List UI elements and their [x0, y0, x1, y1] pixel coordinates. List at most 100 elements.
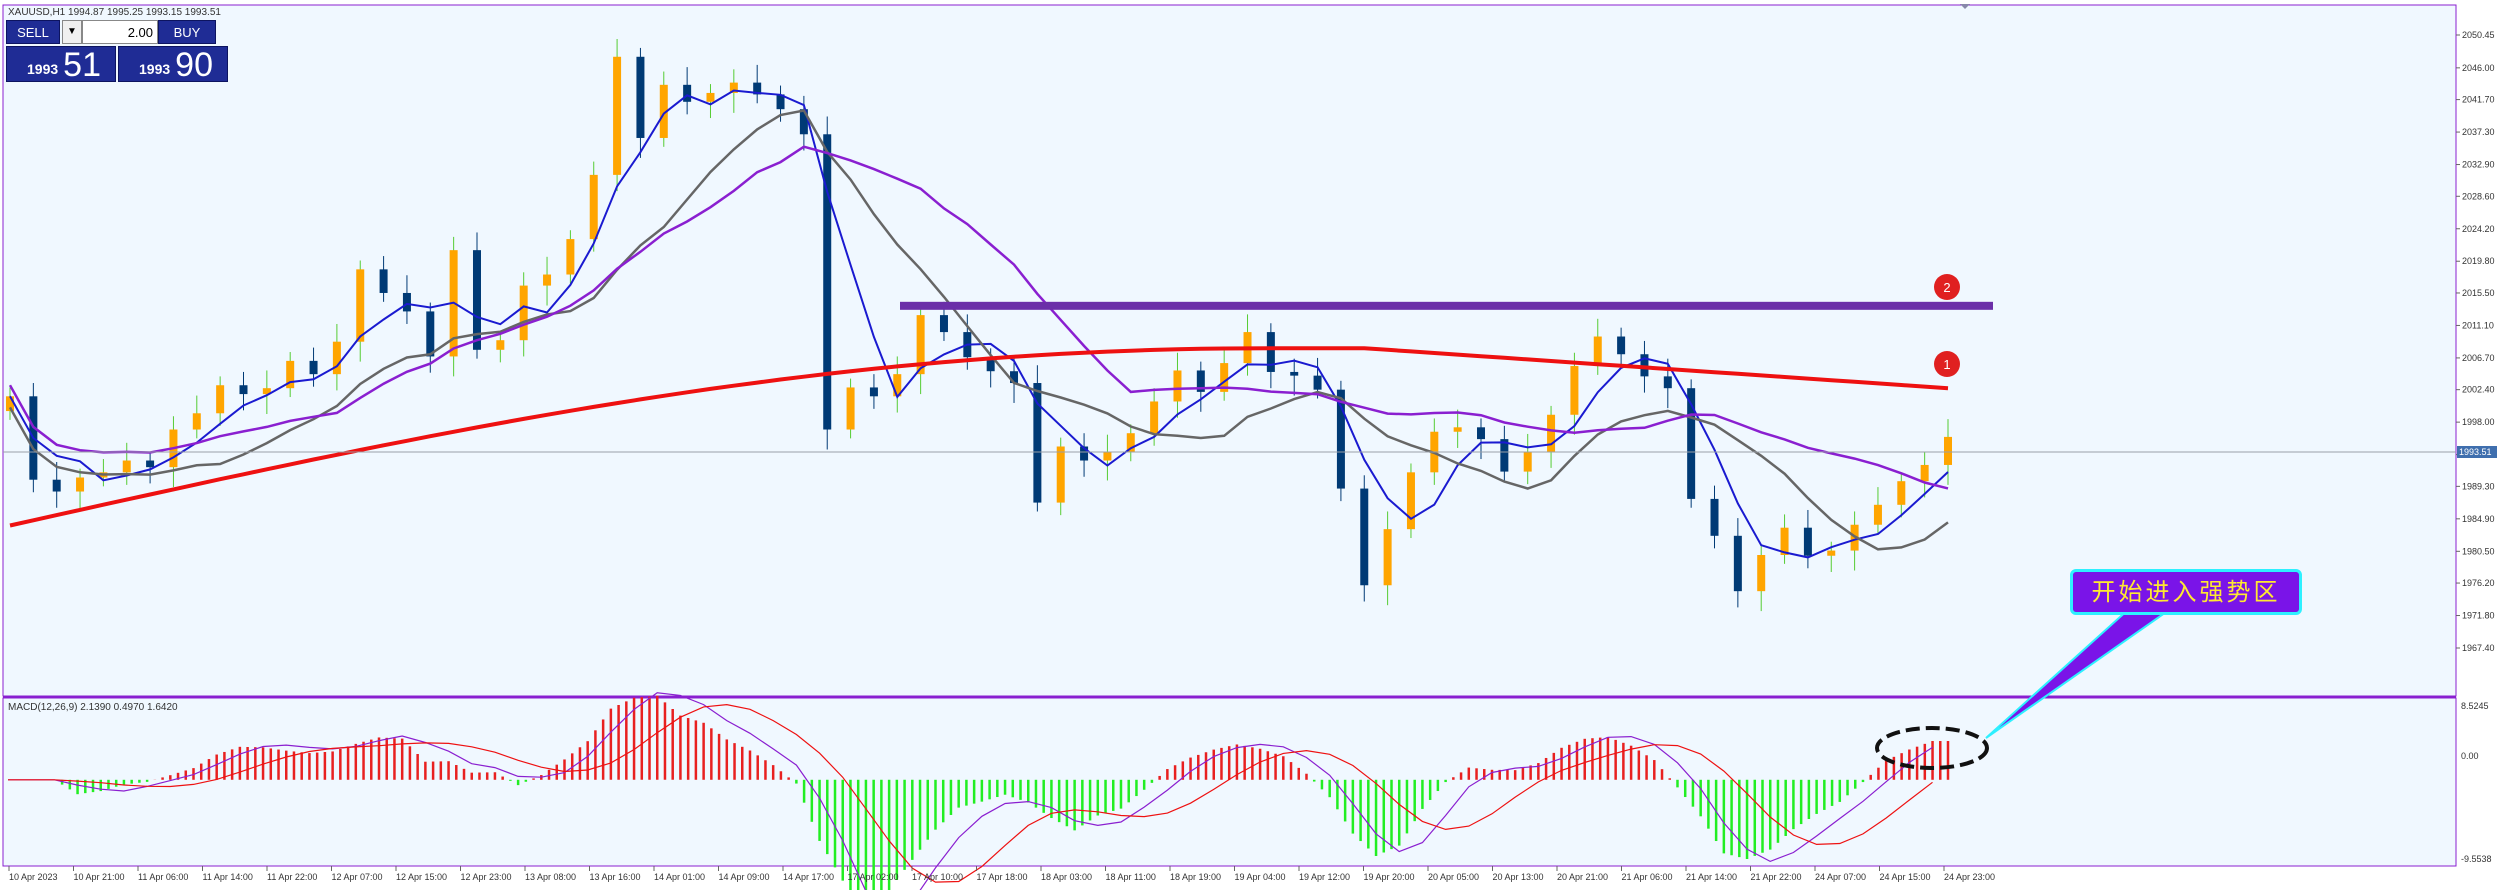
candle — [239, 385, 248, 395]
price-axis-label: 2019.80 — [2462, 256, 2495, 266]
macd-axis-top: 8.5245 — [2461, 701, 2489, 711]
ma-gray-line — [8, 109, 1949, 551]
candle — [356, 269, 365, 342]
sell-button[interactable]: SELL — [6, 20, 60, 44]
candle — [1477, 427, 1486, 440]
candle — [1523, 451, 1532, 472]
candle — [52, 479, 61, 492]
time-axis-label: 11 Apr 22:00 — [267, 872, 317, 882]
time-axis-label: 10 Apr 21:00 — [74, 872, 125, 882]
buy-button[interactable]: BUY — [158, 20, 216, 44]
price-axis: 2050.45 2046.00 2041.70 2037.30 2032.90 2028.… — [2456, 30, 2495, 653]
candle — [1873, 504, 1882, 525]
marker-2-icon — [1934, 274, 1960, 300]
candle — [1757, 554, 1766, 592]
sell-price-display[interactable]: 1993 51 — [6, 46, 116, 84]
candle — [1080, 446, 1089, 461]
time-axis-label: 17 Apr 18:00 — [977, 872, 1028, 882]
price-axis-label: 1980.50 — [2462, 546, 2495, 556]
candle — [286, 360, 295, 389]
time-axis-label: 12 Apr 07:00 — [332, 872, 383, 882]
time-axis-label: 19 Apr 12:00 — [1299, 872, 1350, 882]
candle — [1056, 446, 1065, 503]
time-axis-label: 24 Apr 07:00 — [1815, 872, 1866, 882]
time-axis-label: 11 Apr 14:00 — [203, 872, 253, 882]
candle — [776, 94, 785, 110]
time-axis-label: 13 Apr 08:00 — [525, 872, 576, 882]
candle — [309, 360, 318, 375]
price-axis-label: 2011.10 — [2462, 320, 2494, 330]
candle — [869, 387, 878, 397]
candle — [1687, 388, 1696, 499]
candle — [192, 413, 201, 430]
sell-price-big: 51 — [63, 46, 101, 84]
price-axis-label: 2041.70 — [2462, 95, 2495, 105]
time-axis-label: 24 Apr 15:00 — [1880, 872, 1931, 882]
candle — [1383, 529, 1392, 586]
candle — [496, 340, 505, 350]
candle — [939, 315, 948, 333]
resistance-band — [900, 301, 1993, 310]
one-click-trading-panel: SELL ▼ BUY 1993 51 1993 90 — [6, 20, 228, 84]
candle — [1033, 383, 1042, 503]
time-axis: 10 Apr 2023 10 Apr 21:00 11 Apr 06:00 11 Ap… — [8, 866, 1995, 882]
candle — [1640, 354, 1649, 377]
macd-panel[interactable] — [2, 697, 2457, 867]
candle — [1570, 366, 1579, 415]
candle — [636, 56, 645, 138]
time-axis-label: 19 Apr 04:00 — [1235, 872, 1286, 882]
levels — [900, 301, 1993, 310]
scroll-marker-icon[interactable] — [1960, 4, 1970, 9]
candle — [846, 387, 855, 430]
candle — [613, 56, 622, 175]
time-axis-label: 20 Apr 21:00 — [1557, 872, 1608, 882]
main-panel[interactable] — [2, 4, 2457, 697]
candle — [589, 174, 598, 240]
candle — [1150, 401, 1159, 434]
time-axis-label: 24 Apr 23:00 — [1944, 872, 1995, 882]
candle — [1220, 363, 1229, 392]
time-axis-label: 13 Apr 16:00 — [590, 872, 641, 882]
candle — [262, 388, 271, 395]
time-axis-label: 18 Apr 03:00 — [1041, 872, 1092, 882]
candle — [1593, 336, 1602, 367]
price-axis-label: 1971.80 — [2462, 611, 2495, 621]
candle — [1617, 336, 1626, 355]
candle — [1336, 389, 1345, 489]
buy-price-display[interactable]: 1993 90 — [118, 46, 228, 84]
time-axis-label: 21 Apr 06:00 — [1622, 872, 1673, 882]
candle — [1313, 375, 1322, 390]
candle — [332, 341, 341, 375]
chart-title: XAUUSD,H1 1994.87 1995.25 1993.15 1993.5… — [8, 7, 221, 18]
marker-2-label: 2 — [1943, 280, 1950, 295]
candle — [1103, 452, 1112, 461]
candle — [76, 477, 85, 492]
candle — [659, 84, 668, 138]
price-axis-label: 2028.60 — [2462, 191, 2495, 201]
candle — [706, 92, 715, 102]
price-axis-label: 1976.20 — [2462, 578, 2495, 588]
time-axis-label: 21 Apr 14:00 — [1686, 872, 1737, 882]
price-axis-label: 2006.70 — [2462, 353, 2495, 363]
marker-1-icon — [1934, 351, 1960, 377]
candle — [402, 292, 411, 312]
candle — [916, 315, 925, 375]
price-axis-label: 1989.30 — [2462, 481, 2495, 491]
candle — [1196, 370, 1205, 392]
price-axis-label: 2024.20 — [2462, 224, 2495, 234]
candle — [1710, 498, 1719, 536]
candle — [1803, 527, 1812, 556]
candle — [1780, 527, 1789, 555]
time-axis-label: 21 Apr 22:00 — [1751, 872, 1802, 882]
lot-size-input[interactable] — [82, 20, 158, 44]
lot-dropdown-icon[interactable]: ▼ — [62, 20, 82, 44]
candle — [379, 269, 388, 293]
candle — [519, 285, 528, 341]
price-axis-label: 2046.00 — [2462, 63, 2495, 73]
candle — [1733, 535, 1742, 592]
macd-indicator — [8, 692, 1950, 895]
marker-1-label: 1 — [1943, 357, 1950, 372]
candle — [6, 396, 14, 412]
macd-axis-bottom: -9.5538 — [2461, 854, 2492, 864]
